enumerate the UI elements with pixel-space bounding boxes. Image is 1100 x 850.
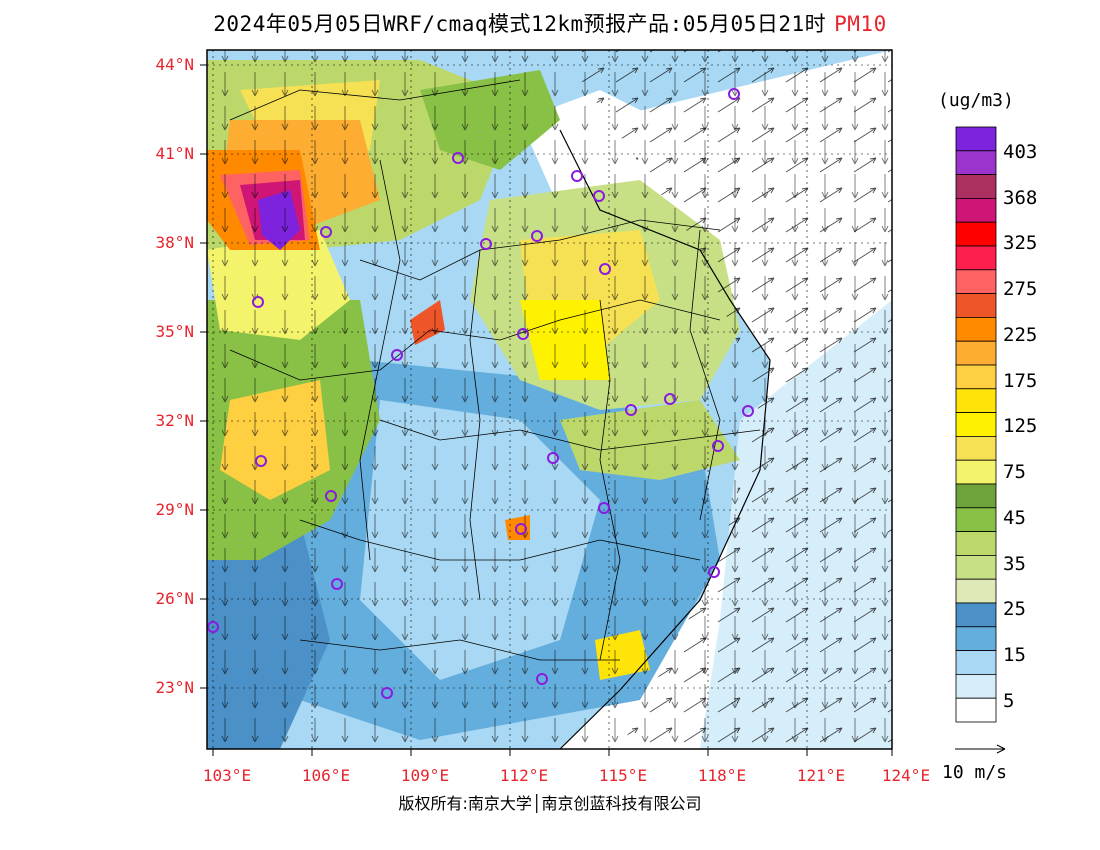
legend-swatch (955, 435, 997, 461)
legend-swatch (955, 602, 997, 628)
legend-swatch (955, 150, 997, 176)
legend-label: 15 (1003, 644, 1026, 666)
legend-swatch (955, 245, 997, 271)
lon-label: 115°E (598, 766, 648, 785)
lat-label: 26°N (155, 589, 194, 608)
legend-label: 225 (1003, 324, 1038, 346)
legend-swatch (955, 364, 997, 390)
legend-swatch (955, 697, 997, 723)
legend-colorbar (955, 126, 997, 723)
legend-swatch (955, 340, 997, 366)
lon-label: 106°E (301, 766, 351, 785)
legend-swatch (955, 126, 997, 152)
title-main: 2024年05月05日WRF/cmaq模式12km预报产品:05月05日21时 (213, 12, 827, 36)
wind-reference-label: 10 m/s (942, 762, 1008, 783)
lon-label: 112°E (499, 766, 549, 785)
legend-swatch (955, 316, 997, 342)
legend-label: 25 (1003, 598, 1026, 620)
legend-swatch (955, 578, 997, 604)
legend-label: 325 (1003, 232, 1038, 254)
legend-swatch (955, 412, 997, 437)
lat-label: 35°N (155, 322, 194, 341)
legend-label: 368 (1003, 187, 1038, 209)
lon-label: 121°E (796, 766, 846, 785)
legend-swatch (955, 293, 997, 318)
legend-swatch (955, 174, 997, 199)
pm10-concentration-field (207, 50, 892, 749)
legend-label: 175 (1003, 370, 1038, 392)
legend-swatch (955, 221, 997, 247)
map-frame (200, 49, 893, 756)
legend-swatch (955, 483, 997, 509)
lat-label: 29°N (155, 500, 194, 519)
legend-swatch (955, 459, 997, 485)
legend-label: 275 (1003, 278, 1038, 300)
legend-label: 403 (1003, 141, 1038, 163)
page-title: 2024年05月05日WRF/cmaq模式12km预报产品:05月05日21时 P… (0, 8, 1100, 38)
legend-label: 75 (1003, 461, 1026, 483)
lat-label: 32°N (155, 411, 194, 430)
lat-label: 38°N (155, 233, 194, 252)
lon-label: 103°E (202, 766, 252, 785)
legend-unit: (ug/m3) (938, 90, 1014, 111)
lat-label: 44°N (155, 55, 194, 74)
lon-label: 109°E (400, 766, 450, 785)
legend-label: 125 (1003, 415, 1038, 437)
legend-swatch (955, 531, 997, 556)
title-product: PM10 (834, 12, 887, 36)
legend-swatch (955, 650, 997, 675)
legend-swatch (955, 269, 997, 294)
legend-swatch (955, 507, 997, 532)
legend-swatch (955, 388, 997, 413)
legend-label: 45 (1003, 507, 1026, 529)
legend-swatch (955, 626, 997, 651)
city-markers (207, 88, 754, 699)
lon-label: 124°E (881, 766, 931, 785)
lon-label: 118°E (697, 766, 747, 785)
wind-reference-arrow (955, 744, 1006, 754)
legend-swatch (955, 197, 997, 223)
lat-label: 23°N (155, 678, 194, 697)
legend-label: 5 (1003, 690, 1015, 712)
lat-label: 41°N (155, 144, 194, 163)
legend-swatch (955, 674, 997, 699)
legend-label: 35 (1003, 553, 1026, 575)
copyright-text: 版权所有:南京大学│南京创蓝科技有限公司 (398, 794, 702, 813)
legend-swatch (955, 555, 997, 580)
